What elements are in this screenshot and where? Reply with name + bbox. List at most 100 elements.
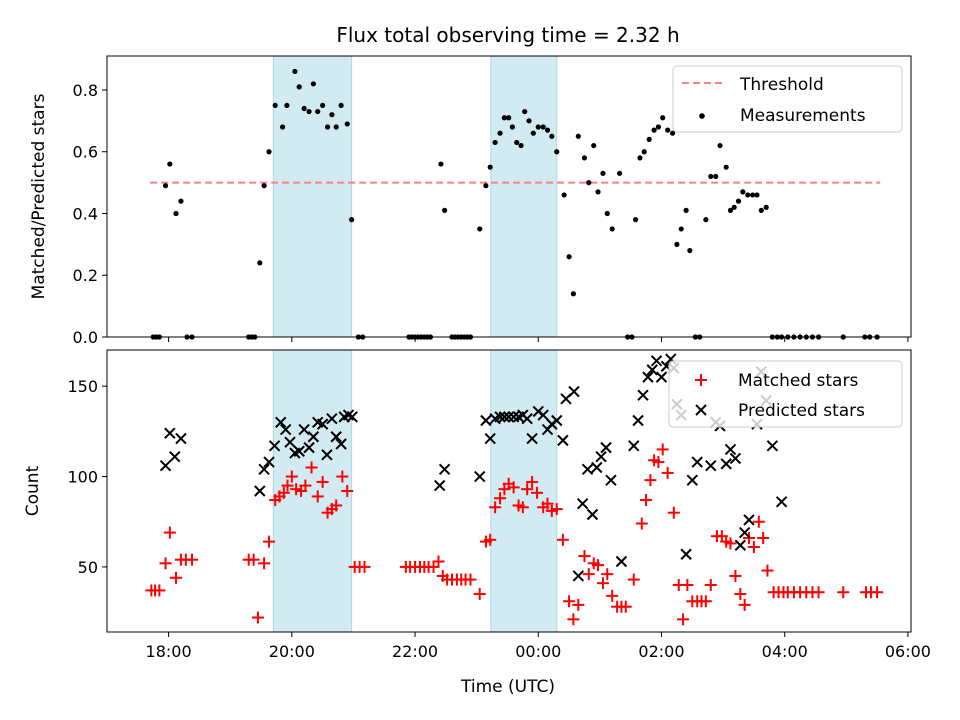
predicted-star-point: [346, 411, 358, 423]
predicted-star-point: [655, 371, 668, 383]
measurement-point: [310, 81, 316, 87]
matched-star-point: [606, 589, 619, 602]
measurement-point: [669, 130, 676, 136]
measurement-point: [758, 207, 764, 213]
matched-star-point: [159, 557, 172, 570]
bottom-axes-frame: [106, 349, 912, 633]
measurement-point: [535, 124, 541, 130]
measurement-point: [646, 136, 652, 142]
matched-star-point: [757, 532, 770, 544]
measurement-point: [745, 192, 751, 198]
measurement-point: [561, 192, 567, 198]
matched-star-point: [812, 586, 825, 599]
predicted-star-point: [720, 458, 732, 470]
matched-star-point: [627, 573, 640, 586]
matched-star-point: [652, 456, 665, 469]
predicted-star-point: [743, 514, 755, 526]
measurement-point: [483, 183, 489, 189]
predicted-star-point: [284, 436, 296, 448]
bottom-x-axis: 18:00 20:00 22:00 00:00 02:00 04:00 06:00: [146, 632, 931, 661]
measurement-point: [509, 124, 515, 130]
matched-star-point: [556, 533, 569, 546]
predicted-star-point: [498, 411, 511, 423]
chart-title: Flux total observing time = 2.32 h: [336, 23, 679, 47]
x-tick-label: 02:00: [638, 642, 684, 661]
y-tick-label: 0.6: [73, 143, 98, 162]
y-tick-label: 50: [78, 558, 98, 577]
predicted-star-point: [169, 450, 181, 463]
predicted-star-point: [775, 496, 788, 508]
matched-star-point: [567, 613, 580, 626]
measurement-point: [344, 121, 350, 127]
measurement-point: [581, 155, 588, 161]
x-tick-label: 20:00: [269, 642, 315, 661]
matched-star-point: [734, 588, 747, 601]
matched-star-point: [761, 564, 774, 577]
top-legend-box: [672, 65, 903, 133]
predicted-star-point: [568, 385, 580, 398]
predicted-star-point: [279, 423, 292, 436]
predicted-star-point: [438, 463, 451, 476]
legend-measurements-swatch: [699, 113, 705, 119]
matched-star-point: [656, 443, 669, 456]
predicted-star-point: [537, 409, 549, 421]
matched-star-point: [704, 579, 717, 591]
matched-star-point: [738, 598, 751, 611]
predicted-star-point: [576, 497, 589, 510]
matched-star-point: [601, 568, 614, 581]
measurement-point: [438, 161, 444, 167]
matched-star-point: [667, 506, 680, 519]
matched-star-point: [507, 481, 520, 494]
observing-interval-shade: [490, 349, 558, 633]
top-x-ticks: [168, 337, 909, 342]
legend-predicted-swatch: [695, 404, 707, 416]
y-tick-label: 100: [67, 468, 98, 487]
x-tick-label: 06:00: [885, 642, 931, 661]
measurement-point: [740, 189, 746, 195]
measurement-point: [442, 207, 448, 213]
predicted-star-point: [650, 355, 663, 367]
measurement-point: [641, 149, 647, 155]
matched-star-point: [578, 550, 591, 563]
matched-star-point: [186, 553, 199, 566]
matched-star-point: [531, 486, 544, 499]
predicted-star-point: [175, 432, 187, 445]
measurement-point: [637, 155, 643, 161]
matched-star-point: [336, 470, 349, 483]
bottom-x-axis-label: Time (UTC): [460, 677, 555, 697]
predicted-star-point: [335, 438, 347, 450]
x-tick-label: 00:00: [515, 642, 561, 661]
matched-star-point: [330, 499, 343, 512]
predicted-star-point: [263, 456, 275, 468]
predicted-star-point: [572, 570, 585, 582]
predicted-star-point: [474, 470, 486, 483]
observing-interval-shade: [490, 55, 558, 338]
measurement-point: [540, 124, 546, 130]
matched-star-point: [752, 515, 765, 528]
matched-star-point: [563, 595, 576, 608]
predicted-star-point: [637, 389, 649, 401]
predicted-star-point: [729, 452, 742, 465]
matched-star-point: [247, 553, 260, 566]
matched-star-point: [311, 490, 324, 503]
matched-star-point: [677, 613, 690, 626]
predicted-star-point: [494, 411, 506, 423]
measurement-point: [549, 133, 555, 139]
predicted-star-point: [680, 548, 692, 560]
predicted-star-point: [321, 449, 333, 461]
matched-star-point: [837, 586, 850, 599]
predicted-star-point: [303, 441, 315, 454]
bottom-panel: 50 100 150 18:00 20:00 22:00 00:00 02:00 04:00 0…: [23, 349, 931, 697]
legend-predicted-label: Predicted stars: [738, 401, 865, 421]
y-tick-label: 150: [67, 377, 98, 396]
measurement-point: [320, 102, 326, 109]
matched-star-point: [432, 555, 445, 568]
predicted-star-point: [433, 479, 446, 492]
predicted-star-point: [480, 414, 492, 427]
measurement-point: [731, 204, 737, 210]
measurement-point: [257, 260, 263, 266]
measurement-point: [655, 124, 662, 130]
matched-star-point: [541, 497, 554, 510]
bottom-shaded-regions: [272, 349, 558, 633]
